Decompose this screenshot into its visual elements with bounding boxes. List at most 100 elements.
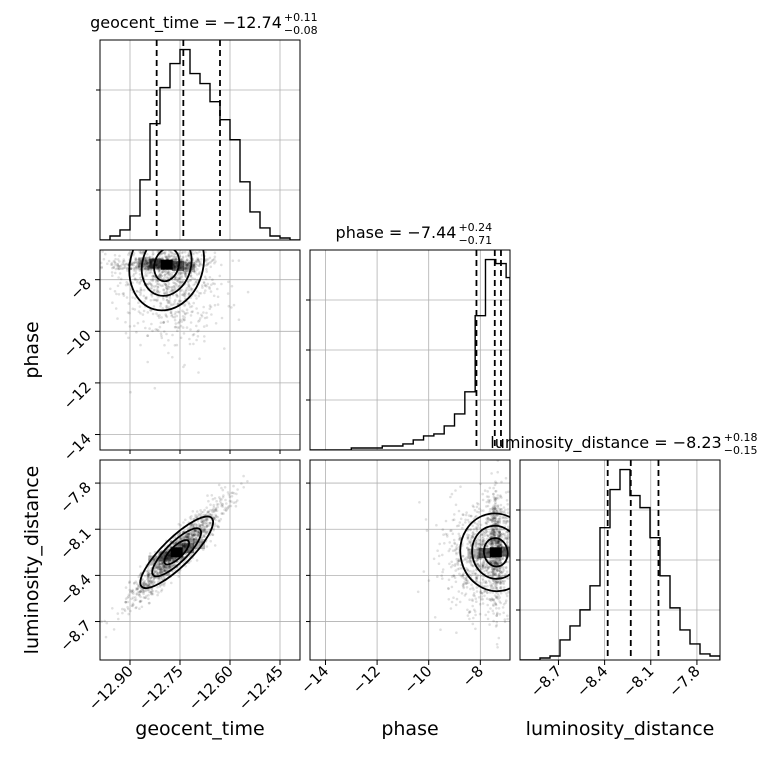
- scatter-point: [198, 514, 202, 517]
- scatter-point: [496, 568, 499, 572]
- scatter-point: [171, 303, 174, 306]
- scatter-point: [184, 275, 188, 278]
- scatter-point: [490, 542, 494, 546]
- scatter-point: [492, 619, 495, 623]
- scatter-point: [153, 566, 157, 570]
- scatter-point: [447, 549, 451, 553]
- scatter-point: [130, 589, 134, 593]
- scatter-point: [504, 566, 508, 570]
- scatter-point: [191, 267, 195, 270]
- scatter-point: [482, 530, 486, 534]
- scatter-point: [481, 498, 485, 502]
- scatter-point: [492, 562, 496, 565]
- scatter-point: [453, 549, 457, 552]
- scatter-point: [170, 557, 174, 560]
- scatter-point: [493, 534, 497, 538]
- scatter-point: [191, 250, 194, 253]
- scatter-point: [162, 565, 166, 568]
- scatter-point: [138, 592, 141, 595]
- scatter-point: [496, 596, 499, 599]
- scatter-point: [178, 545, 181, 548]
- scatter-point: [191, 288, 194, 291]
- scatter-point: [198, 292, 201, 295]
- scatter-point: [494, 496, 498, 500]
- scatter-point: [159, 568, 163, 571]
- scatter-point: [486, 565, 490, 569]
- scatter-point: [222, 512, 225, 515]
- scatter-point: [493, 497, 496, 501]
- scatter-point: [505, 570, 509, 573]
- scatter-point: [149, 576, 152, 580]
- scatter-point: [480, 533, 484, 537]
- scatter-point: [211, 509, 214, 512]
- scatter-point: [145, 260, 148, 263]
- scatter-point: [432, 557, 436, 561]
- scatter-point: [193, 533, 196, 536]
- scatter-point: [170, 581, 173, 585]
- scatter-point: [491, 539, 495, 543]
- scatter-point: [500, 510, 504, 514]
- scatter-point: [496, 559, 500, 562]
- scatter-point: [499, 572, 502, 575]
- scatter-point: [497, 535, 501, 539]
- scatter-point: [475, 578, 478, 581]
- scatter-point: [212, 515, 215, 519]
- scatter-point: [474, 572, 478, 576]
- scatter-point: [197, 371, 200, 374]
- scatter-point: [457, 524, 461, 527]
- scatter-point: [198, 531, 201, 535]
- scatter-point: [159, 321, 163, 325]
- scatter-point: [158, 568, 162, 572]
- scatter-point: [162, 270, 165, 274]
- scatter-point: [122, 292, 125, 295]
- scatter-point: [480, 592, 484, 595]
- histogram-step: [520, 468, 720, 660]
- scatter-point: [193, 265, 197, 268]
- scatter-point: [464, 513, 468, 517]
- scatter-point: [504, 522, 508, 525]
- scatter-point: [475, 527, 479, 531]
- scatter-point: [461, 554, 465, 558]
- scatter-point: [498, 534, 502, 537]
- scatter-point: [191, 263, 195, 267]
- scatter-point: [147, 265, 151, 269]
- scatter-point: [196, 257, 200, 261]
- scatter-point: [162, 564, 165, 567]
- scatter-point: [134, 258, 137, 261]
- scatter-point: [490, 540, 494, 544]
- scatter-point: [493, 516, 497, 520]
- scatter-point: [483, 532, 486, 535]
- scatter-point: [151, 277, 155, 281]
- scatter-point: [477, 510, 481, 514]
- scatter-point: [144, 263, 147, 267]
- scatter-point: [493, 530, 497, 534]
- scatter-point: [167, 255, 170, 259]
- scatter-point: [504, 517, 507, 520]
- scatter-point: [443, 542, 446, 545]
- scatter-point: [173, 252, 177, 256]
- scatter-point: [489, 573, 493, 577]
- scatter-point: [145, 262, 148, 266]
- scatter-point: [187, 535, 190, 539]
- scatter-point: [490, 526, 494, 530]
- scatter-point: [468, 558, 472, 562]
- scatter-point: [134, 598, 138, 601]
- scatter-point: [138, 305, 142, 308]
- scatter-point: [506, 617, 509, 621]
- scatter-point: [485, 495, 489, 498]
- scatter-point: [496, 646, 499, 649]
- scatter-point: [131, 261, 134, 265]
- scatter-point: [195, 510, 199, 513]
- scatter-point: [150, 287, 154, 290]
- scatter-point: [496, 541, 500, 545]
- x-tick-label: −14: [297, 662, 332, 697]
- y-axis-label: phase: [21, 321, 43, 378]
- scatter-point: [201, 523, 205, 526]
- scatter-point: [506, 541, 509, 544]
- scatter-point: [181, 293, 185, 297]
- scatter-point: [195, 260, 199, 264]
- scatter-point: [126, 283, 130, 287]
- scatter-point: [490, 526, 493, 530]
- scatter-point: [503, 618, 507, 621]
- scatter-point: [126, 267, 129, 271]
